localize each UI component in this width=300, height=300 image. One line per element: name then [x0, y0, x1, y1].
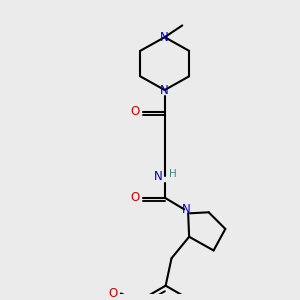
Text: N: N	[160, 31, 169, 44]
Text: N: N	[160, 83, 169, 97]
Text: H: H	[169, 169, 176, 179]
Text: O: O	[131, 105, 140, 118]
Text: N: N	[154, 169, 163, 183]
Text: O: O	[109, 287, 118, 300]
Text: O: O	[131, 191, 140, 204]
Text: N: N	[182, 203, 190, 216]
